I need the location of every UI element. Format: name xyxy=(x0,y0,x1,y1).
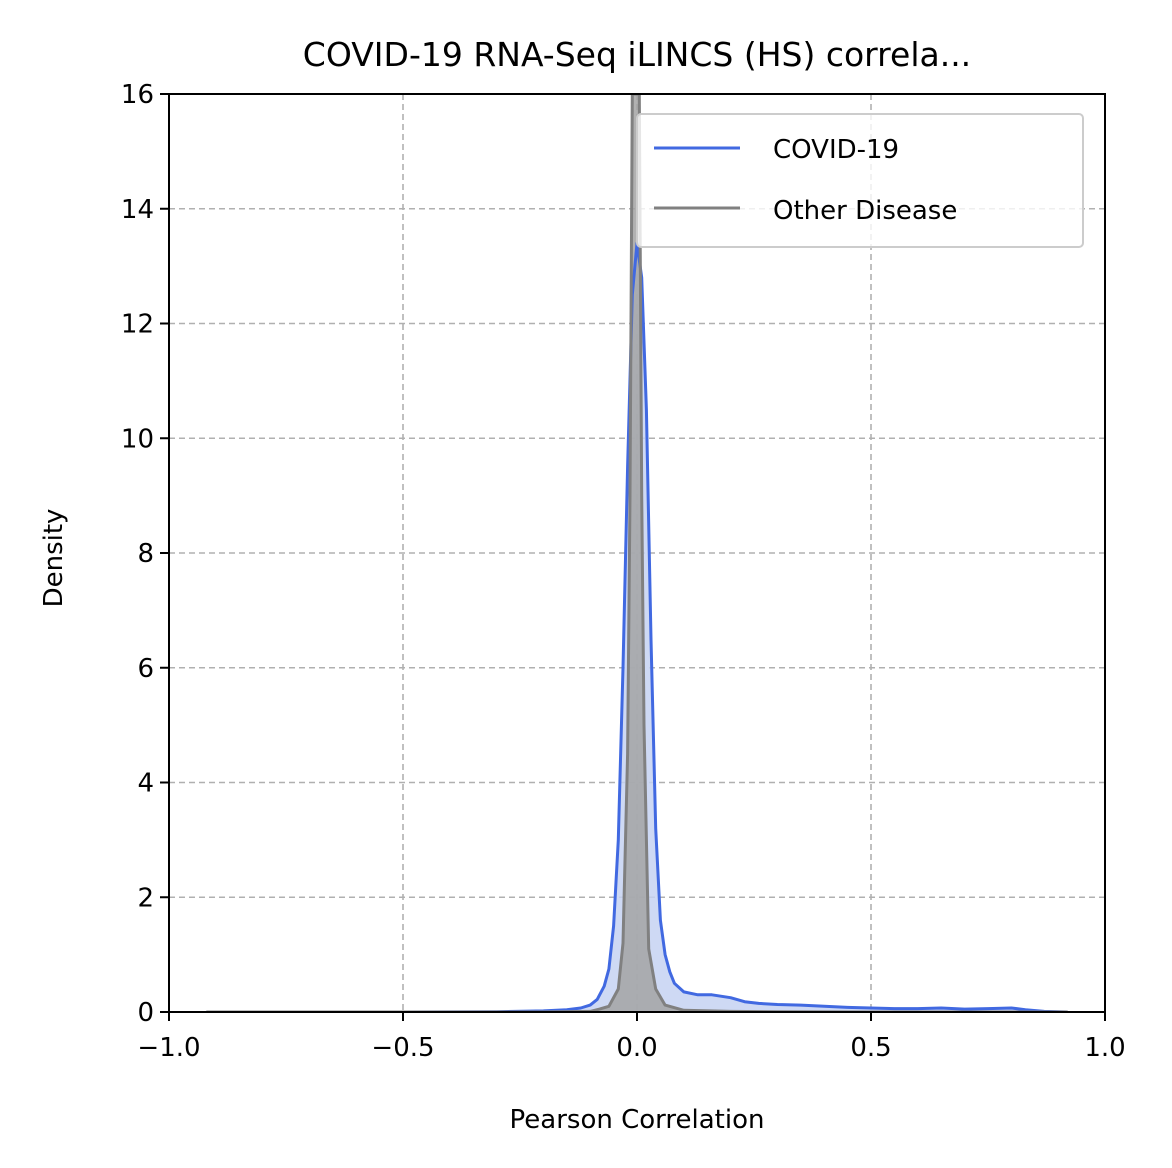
y-tick-label: 10 xyxy=(121,424,154,454)
legend-label-covid-19: COVID-19 xyxy=(773,135,899,165)
x-tick-label: −1.0 xyxy=(137,1033,200,1063)
x-tick-label: 0.5 xyxy=(850,1033,891,1063)
y-tick-label: 8 xyxy=(137,539,154,569)
chart-title: COVID-19 RNA-Seq iLINCS (HS) correla... xyxy=(303,35,971,74)
y-tick-label: 4 xyxy=(137,769,154,799)
density-fills xyxy=(206,94,1068,1012)
x-tick-label: −0.5 xyxy=(371,1033,434,1063)
y-tick-label: 2 xyxy=(137,883,154,913)
y-tick-label: 16 xyxy=(121,80,154,110)
x-axis: −1.0 −0.5 0.0 0.5 1.0 xyxy=(137,1012,1126,1063)
y-tick-label: 12 xyxy=(121,310,154,340)
x-tick-label: 1.0 xyxy=(1084,1033,1125,1063)
y-axis: 0 2 4 6 8 10 12 14 16 xyxy=(121,80,169,1028)
y-tick-label: 0 xyxy=(137,998,154,1028)
y-axis-label: Density xyxy=(39,509,69,608)
density-lines xyxy=(206,94,1068,1012)
legend-box xyxy=(636,113,1084,248)
density-line-other-disease xyxy=(206,94,1068,1012)
density-fill-other-disease xyxy=(206,94,1068,1012)
y-tick-label: 6 xyxy=(137,654,154,684)
density-line-covid-19 xyxy=(206,241,1068,1012)
x-axis-label: Pearson Correlation xyxy=(510,1105,765,1135)
legend: COVID-19 Other Disease xyxy=(636,113,1084,248)
y-tick-label: 14 xyxy=(121,195,154,225)
legend-label-other-disease: Other Disease xyxy=(773,196,957,226)
x-tick-label: 0.0 xyxy=(616,1033,657,1063)
